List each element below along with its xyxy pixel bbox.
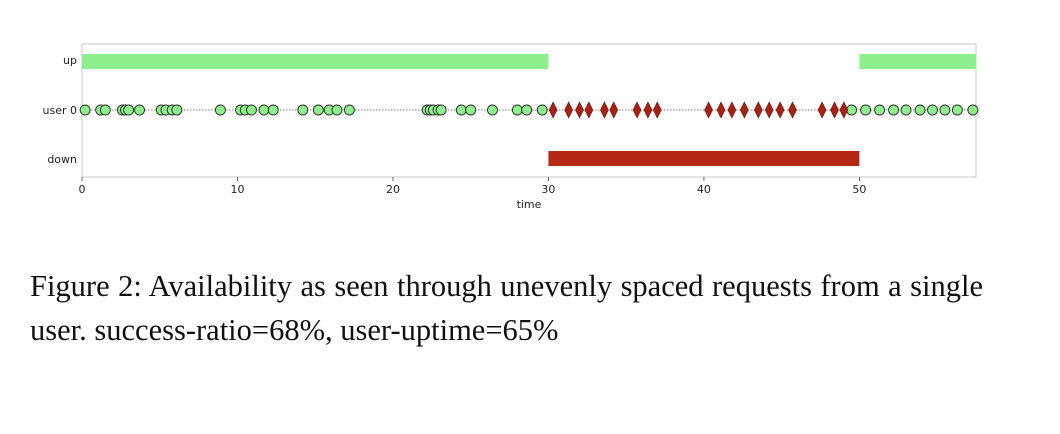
failed-request-point xyxy=(788,101,797,119)
failed-request-point xyxy=(643,101,653,119)
x-axis: 0 10 20 30 40 50 xyxy=(79,177,866,196)
ok-request-point xyxy=(487,104,498,116)
ok-request-point xyxy=(951,104,963,116)
ok-request-point xyxy=(511,104,523,116)
failed-request-point xyxy=(753,101,763,119)
x-tick-label: 40 xyxy=(697,183,711,196)
ok-request-point xyxy=(967,104,979,116)
ok-request-point xyxy=(914,104,926,116)
ok-request-point xyxy=(521,104,533,116)
ok-request-point xyxy=(171,104,183,116)
x-axis-title: time xyxy=(517,198,542,211)
ok-request-point xyxy=(343,104,355,116)
failed-request-point xyxy=(564,101,573,119)
x-tick-label: 20 xyxy=(386,183,400,196)
ok-request-point xyxy=(297,104,309,116)
failed-request-point xyxy=(704,101,713,119)
failed-request-point xyxy=(830,101,839,119)
ok-request-point xyxy=(214,104,226,116)
failed-request-point xyxy=(575,101,584,119)
ok-request-point xyxy=(455,104,467,116)
ok-request-point xyxy=(536,104,548,116)
up-bar-0 xyxy=(82,54,549,69)
ok-request-point xyxy=(939,104,951,116)
failed-request-point xyxy=(775,101,785,119)
failed-request-point xyxy=(716,101,726,119)
x-tick-label: 50 xyxy=(852,183,866,196)
failed-request-point xyxy=(632,101,642,119)
x-tick-label: 30 xyxy=(541,183,555,196)
failed-request-point xyxy=(609,101,619,119)
ok-request-point xyxy=(927,104,938,116)
ok-request-point xyxy=(874,104,886,116)
y-axis: up user 0 down xyxy=(43,54,78,166)
failed-request-point xyxy=(584,101,594,119)
down-bar-0 xyxy=(548,151,860,166)
x-tick-label: 10 xyxy=(230,183,244,196)
ok-request-point xyxy=(888,104,900,116)
ok-request-point xyxy=(79,104,91,116)
failed-request-point xyxy=(817,101,827,119)
y-label-down: down xyxy=(47,153,77,166)
x-tick-label: 0 xyxy=(79,183,86,196)
failed-request-point xyxy=(727,101,737,119)
failed-request-point xyxy=(652,101,662,119)
ok-request-point xyxy=(123,104,135,116)
up-bar-1 xyxy=(859,54,976,69)
failed-request-point xyxy=(740,101,749,119)
y-label-up: up xyxy=(63,54,77,67)
ok-request-point xyxy=(246,104,257,116)
bars-layer xyxy=(82,54,976,166)
ok-request-point xyxy=(331,104,343,116)
ok-request-point xyxy=(134,104,145,116)
ok-request-point xyxy=(900,104,912,116)
failed-request-point xyxy=(548,101,558,119)
ok-request-point xyxy=(860,104,872,116)
y-label-user: user 0 xyxy=(43,104,78,117)
ok-request-point xyxy=(258,104,270,116)
markers-layer xyxy=(79,101,979,119)
failed-request-point xyxy=(839,101,849,119)
ok-request-point xyxy=(312,104,324,116)
availability-chart: up user 0 down 0 10 20 30 40 50 time xyxy=(43,43,979,211)
ok-request-point xyxy=(465,104,477,116)
failed-request-point xyxy=(764,101,774,119)
failed-request-point xyxy=(600,101,609,119)
figure-caption: Figure 2: Availability as seen through u… xyxy=(30,269,983,347)
ok-request-point xyxy=(99,104,111,116)
ok-request-point xyxy=(267,104,279,116)
ok-request-point xyxy=(435,104,447,116)
